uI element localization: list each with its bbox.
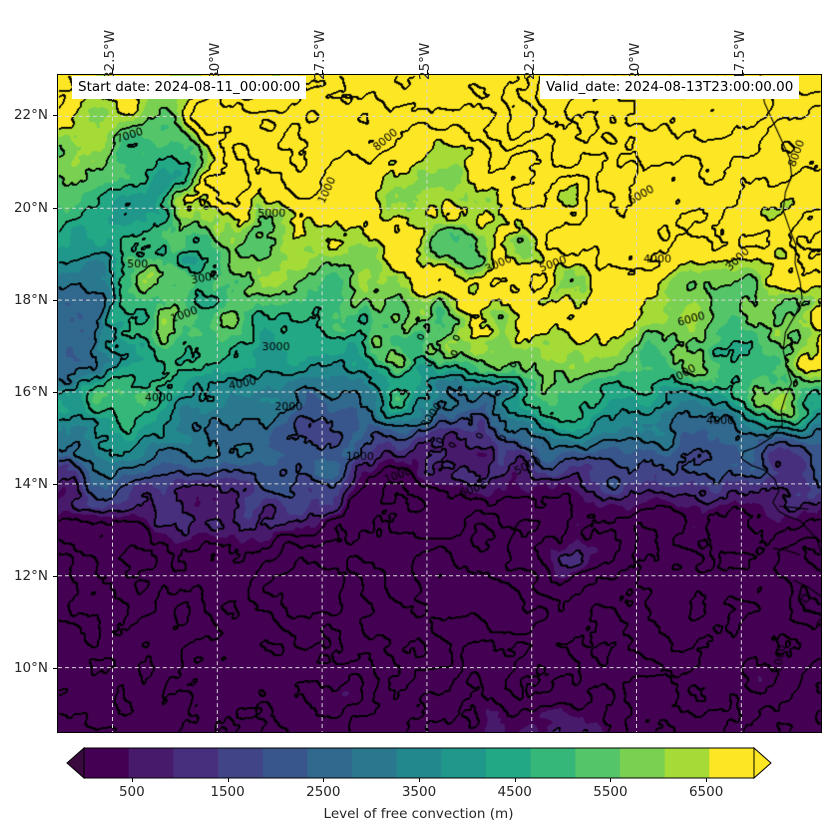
- y-tick-label: 10°N: [13, 660, 48, 677]
- x-tick-label: 20°W: [627, 42, 644, 80]
- colorbar-gradient: [66, 746, 772, 780]
- y-tick-mark: [53, 299, 57, 301]
- y-tick-label: 16°N: [13, 383, 48, 400]
- colorbar-tick-mark: [323, 778, 325, 782]
- colorbar-tick-mark: [706, 778, 708, 782]
- y-tick-mark: [53, 668, 57, 670]
- map-plot-area[interactable]: [57, 74, 822, 733]
- y-tick-label: 22°N: [13, 107, 48, 124]
- colorbar[interactable]: 500 1500 2500 3500 4500 5500 6500: [66, 746, 772, 800]
- y-tick-mark: [53, 115, 57, 117]
- contour-field: [58, 75, 821, 732]
- x-tick-label: 32.5°W: [101, 29, 118, 80]
- x-tick-mark: [531, 70, 533, 74]
- colorbar-tick-mark: [419, 778, 420, 782]
- x-tick-mark: [111, 70, 113, 74]
- colorbar-tick-label: 4500: [497, 784, 532, 800]
- y-tick-label: 18°N: [13, 291, 48, 308]
- colorbar-tick-mark: [610, 778, 612, 782]
- colorbar-tick-label: 5500: [593, 784, 628, 800]
- y-tick-mark: [53, 391, 57, 393]
- x-tick-label: 27.5°W: [311, 29, 328, 80]
- valid-date-annotation: Valid_date: 2024-08-13T23:00:00.00: [540, 76, 800, 99]
- y-tick-mark: [53, 484, 57, 486]
- colorbar-tick-label: 2500: [306, 784, 341, 800]
- colorbar-tick-mark: [131, 778, 133, 782]
- y-tick-label: 20°N: [13, 199, 48, 216]
- x-tick-mark: [637, 70, 639, 74]
- y-tick-mark: [53, 576, 57, 578]
- colorbar-axis-label: Level of free convection (m): [323, 806, 514, 822]
- y-tick-label: 14°N: [13, 476, 48, 493]
- y-tick-label: 12°N: [13, 568, 48, 585]
- x-tick-label: 25°W: [416, 42, 433, 80]
- x-tick-mark: [426, 70, 428, 74]
- y-tick-mark: [53, 207, 57, 209]
- x-tick-mark: [321, 70, 323, 74]
- x-tick-mark: [742, 70, 744, 74]
- colorbar-tick-label: 500: [118, 784, 145, 800]
- x-tick-label: 30°W: [206, 42, 223, 80]
- colorbar-tick-label: 6500: [688, 784, 724, 800]
- colorbar-tick-label: 1500: [210, 784, 245, 800]
- colorbar-tick-label: 3500: [401, 784, 437, 800]
- colorbar-tick-mark: [514, 778, 516, 782]
- colorbar-tick-mark: [227, 778, 229, 782]
- x-tick-label: 17.5°W: [732, 29, 749, 80]
- x-tick-mark: [216, 70, 218, 74]
- x-tick-label: 22.5°W: [521, 29, 538, 80]
- start-date-annotation: Start date: 2024-08-11_00:00:00: [72, 76, 307, 99]
